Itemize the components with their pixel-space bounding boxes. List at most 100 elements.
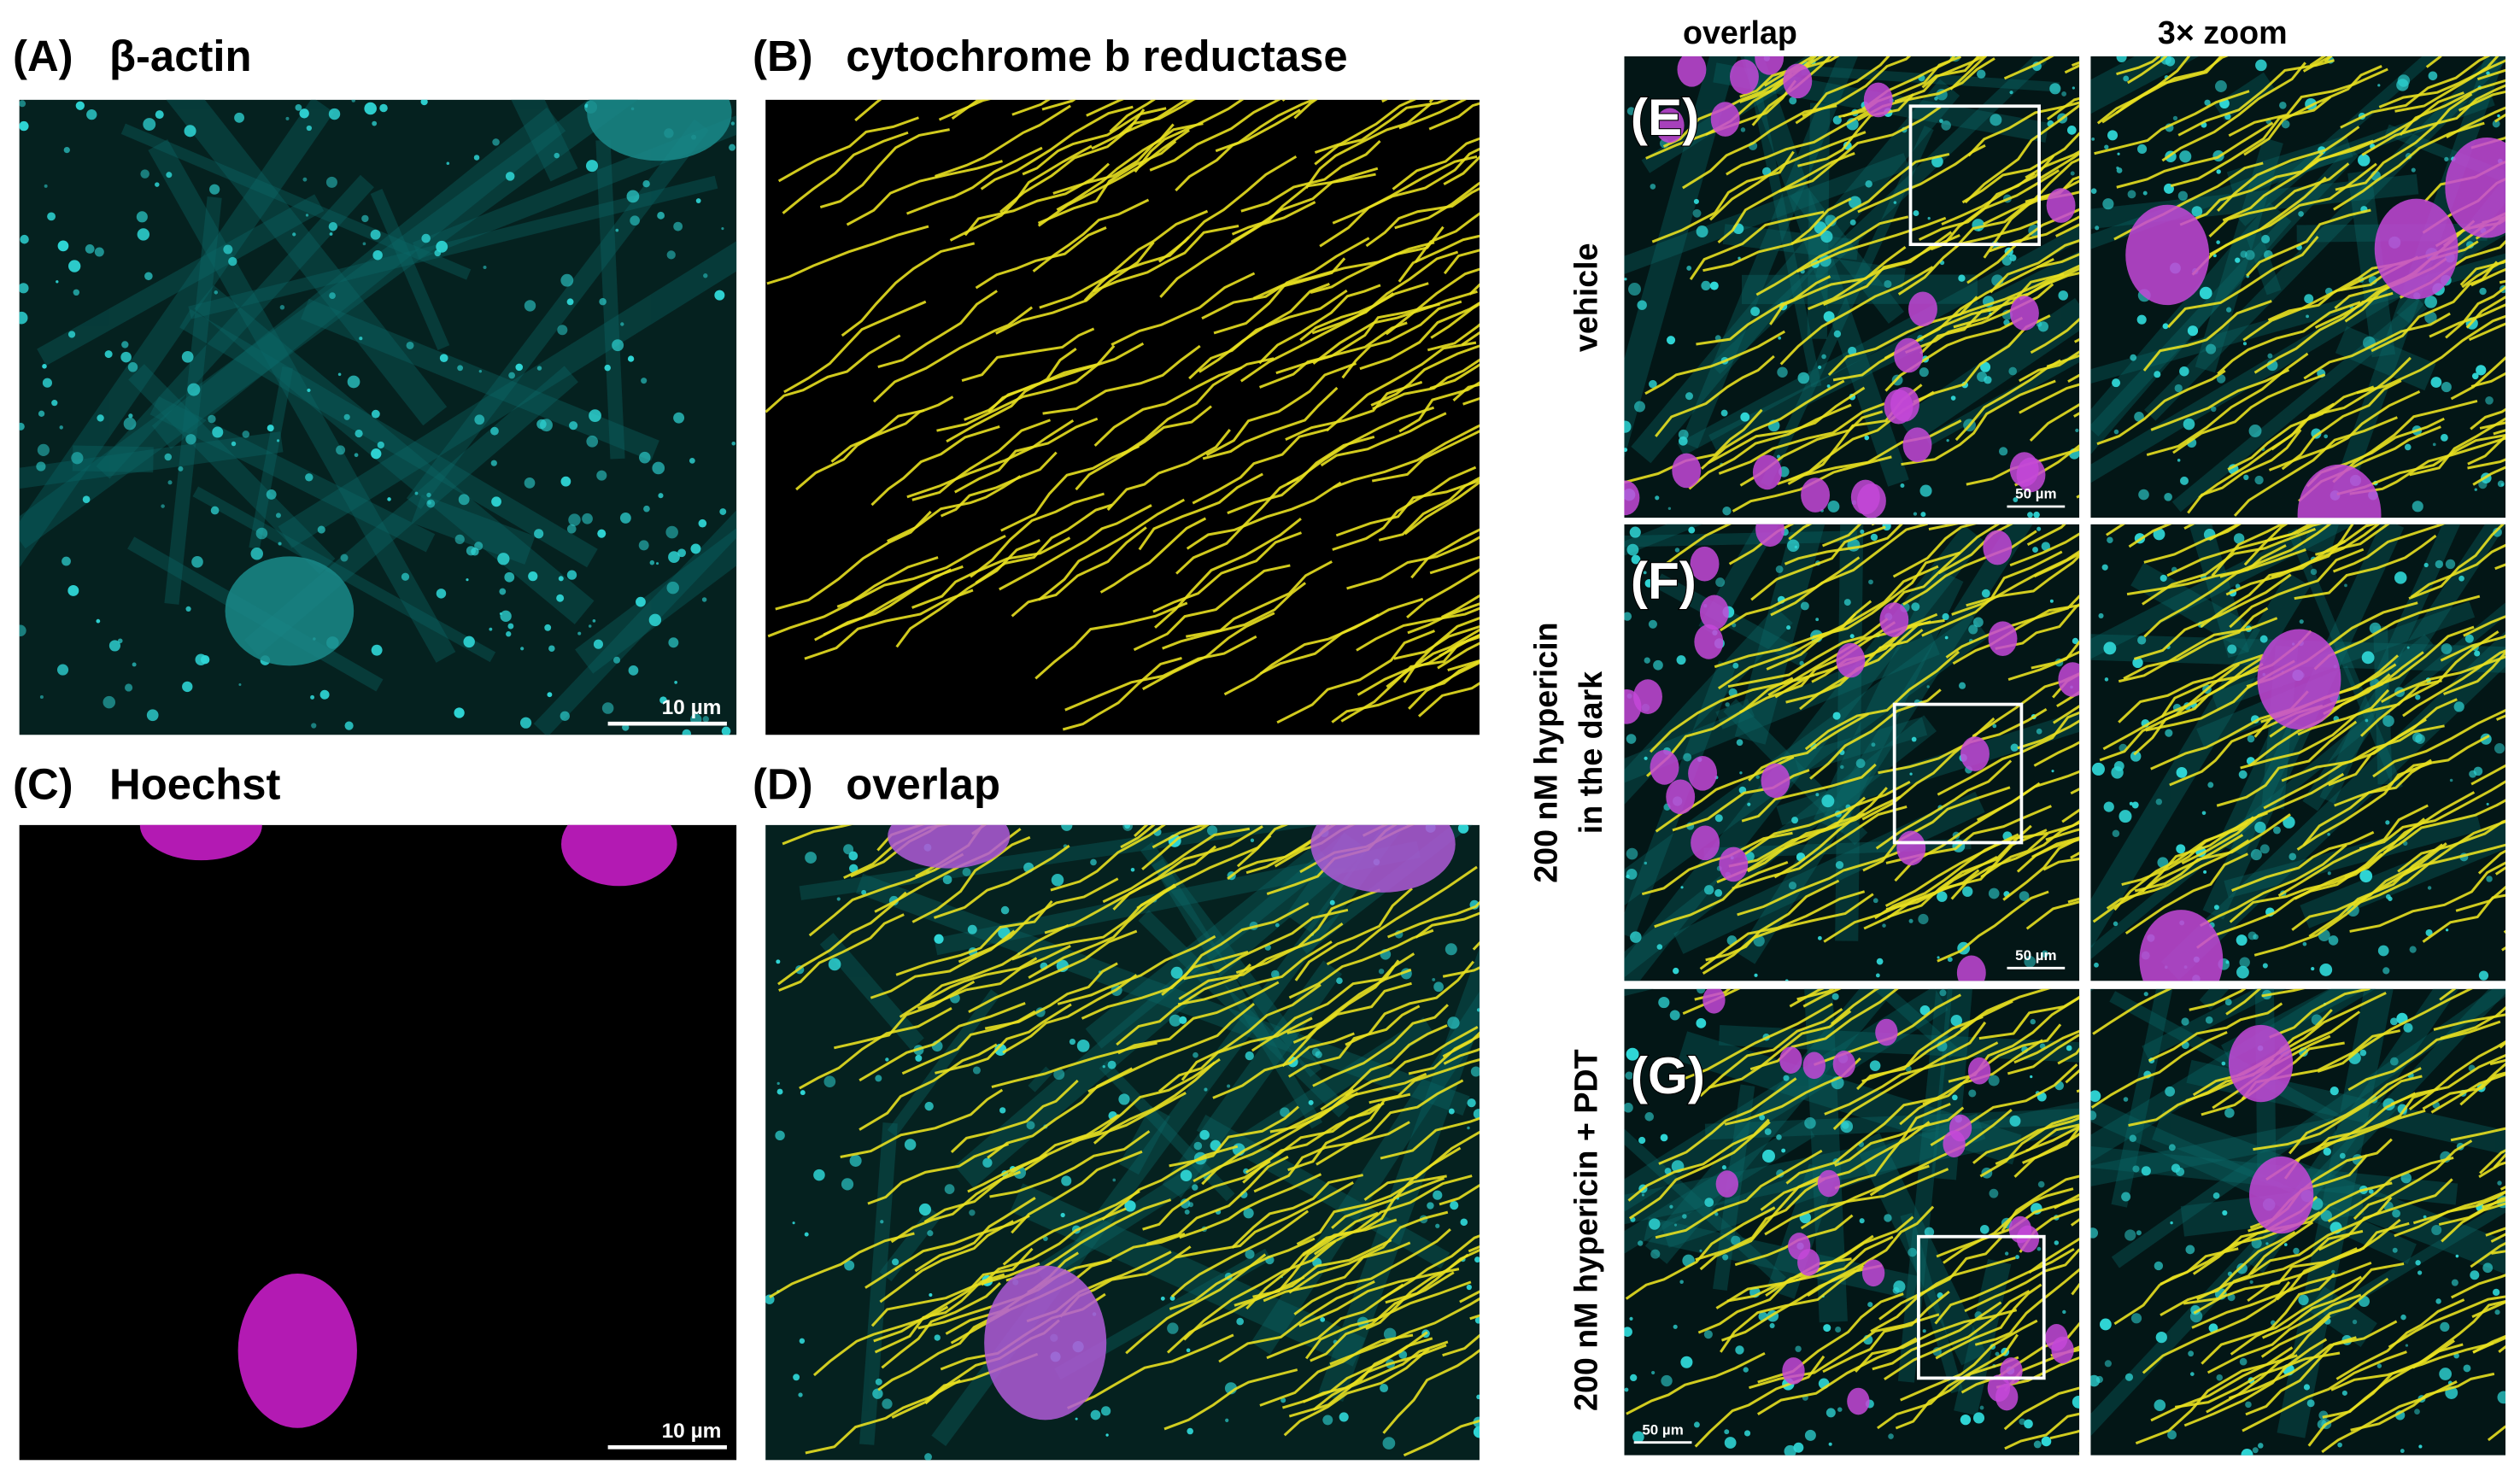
texture [1980,819,2080,879]
texture [1900,483,1905,488]
texture [938,99,992,121]
texture [426,492,431,498]
texture [1855,759,1866,769]
texture [1777,454,1781,459]
texture [1854,1309,2018,1373]
texture [1628,283,1641,296]
texture [1761,1149,1775,1163]
texture [379,103,388,113]
texture [1939,119,1943,123]
texture [668,637,679,648]
texture [1473,1109,1480,1120]
texture [1802,988,1842,1008]
texture [1770,524,1928,617]
texture [875,1378,882,1385]
texture [1789,988,1825,1008]
texture [1365,187,1480,248]
texture [1983,530,2013,565]
texture [1964,103,2080,204]
texture [1099,517,1207,594]
texture [1240,139,1381,213]
texture [2216,374,2226,384]
texture [1476,1008,1480,1012]
texture [20,234,29,244]
texture [1830,988,1880,1026]
texture [524,477,536,489]
texture [2009,452,2039,487]
texture [1669,1204,1673,1209]
texture [799,1338,806,1344]
texture [63,146,70,154]
texture [2092,834,2244,923]
texture [164,453,173,461]
micrograph [765,99,1480,735]
texture [1276,630,1436,724]
texture [1782,1357,1805,1385]
texture [1673,967,1679,975]
texture [1972,617,1984,628]
texture [1118,1093,1130,1105]
texture [585,160,599,173]
texture [1336,977,1343,985]
texture [2072,637,2079,645]
texture [731,441,736,446]
texture [2308,843,2444,938]
texture [2389,1057,2399,1066]
texture [2236,934,2247,946]
texture [155,182,160,187]
texture [2467,458,2506,470]
texture [1699,595,1729,630]
texture [1439,1183,1480,1206]
texture [1898,297,2080,443]
texture [1064,635,1257,712]
texture [2294,534,2437,600]
texture [808,852,964,937]
texture [1947,957,1953,963]
texture [2458,90,2506,112]
texture [592,618,596,623]
texture [1673,1324,1678,1329]
texture [466,578,469,582]
texture [1900,1212,1963,1394]
texture [504,571,515,583]
texture [1719,846,1749,882]
texture [2090,56,2200,114]
texture [1972,672,2080,738]
texture [2312,1087,2439,1154]
texture [1163,1368,1298,1431]
texture [528,571,538,582]
texture [306,125,313,132]
texture [1227,436,1375,515]
texture [1952,604,2080,665]
texture [2090,1110,2097,1121]
texture [1952,1094,1958,1101]
texture [1750,307,1761,316]
texture [1628,1121,1771,1220]
texture [2382,967,2390,975]
texture [1905,283,2054,354]
texture [2098,612,2104,618]
texture [1755,56,1785,75]
texture [1152,531,1303,613]
texture [2224,812,2482,899]
texture [151,107,566,449]
texture [2463,1364,2471,1373]
texture [766,225,929,285]
texture [1193,1088,1355,1183]
texture [1714,888,1723,897]
texture [2143,992,2148,997]
texture [2418,1444,2423,1449]
texture [2410,543,2506,599]
texture [1849,219,1856,226]
texture [2272,826,2281,835]
texture [1870,1256,2016,1333]
texture [1716,812,1866,884]
panel-label: (D) [753,760,813,809]
texture [2281,379,2402,471]
texture [2113,921,2119,927]
texture [1093,225,1239,293]
texture [1790,152,1950,245]
texture [2461,259,2506,289]
texture [2261,1262,2405,1339]
texture [1801,65,2060,92]
